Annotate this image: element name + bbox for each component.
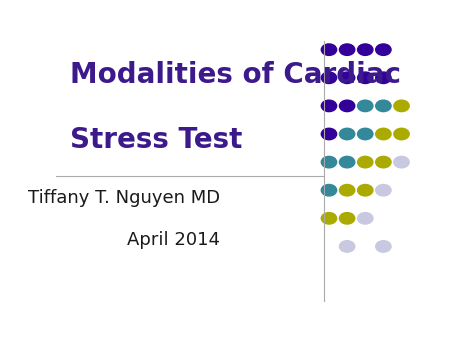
Circle shape [321, 128, 337, 140]
Circle shape [339, 44, 355, 55]
Text: Modalities of Cardiac: Modalities of Cardiac [70, 62, 401, 89]
Circle shape [358, 185, 373, 196]
Circle shape [358, 213, 373, 224]
Circle shape [376, 100, 391, 112]
Text: April 2014: April 2014 [127, 231, 220, 248]
Circle shape [321, 72, 337, 83]
Text: Stress Test: Stress Test [70, 126, 243, 154]
Circle shape [376, 156, 391, 168]
Circle shape [339, 213, 355, 224]
Circle shape [339, 100, 355, 112]
Circle shape [339, 72, 355, 83]
Circle shape [358, 44, 373, 55]
Circle shape [321, 100, 337, 112]
Circle shape [376, 128, 391, 140]
Circle shape [376, 72, 391, 83]
Circle shape [394, 128, 409, 140]
Circle shape [321, 156, 337, 168]
Circle shape [321, 44, 337, 55]
Circle shape [358, 100, 373, 112]
Text: Tiffany T. Nguyen MD: Tiffany T. Nguyen MD [28, 189, 220, 207]
Circle shape [394, 156, 409, 168]
Circle shape [339, 128, 355, 140]
Circle shape [358, 72, 373, 83]
Circle shape [339, 185, 355, 196]
Circle shape [358, 156, 373, 168]
Circle shape [321, 213, 337, 224]
Circle shape [394, 100, 409, 112]
Circle shape [321, 185, 337, 196]
Circle shape [358, 128, 373, 140]
Circle shape [376, 241, 391, 252]
Circle shape [376, 185, 391, 196]
Circle shape [339, 156, 355, 168]
Circle shape [339, 241, 355, 252]
Circle shape [376, 44, 391, 55]
